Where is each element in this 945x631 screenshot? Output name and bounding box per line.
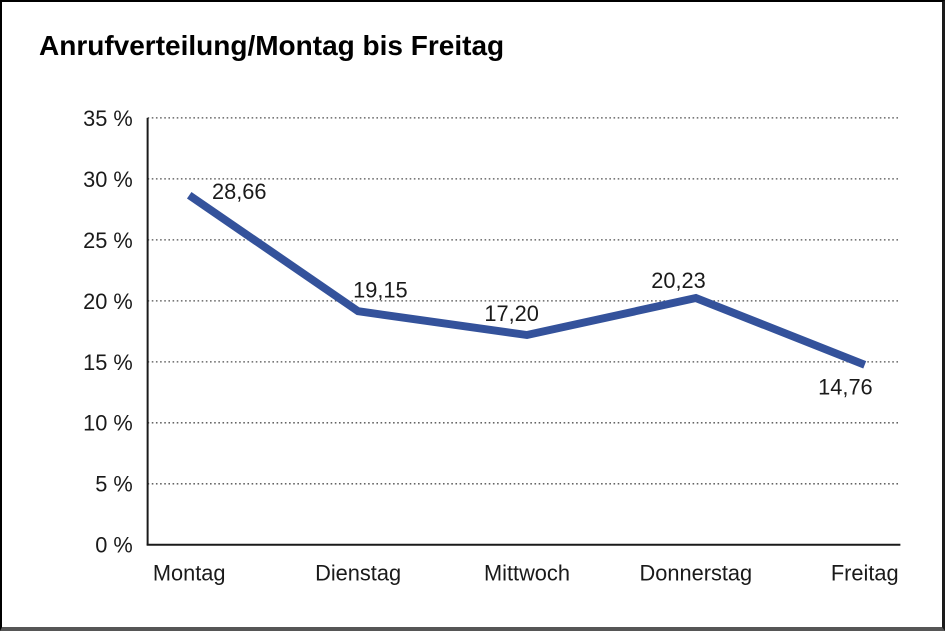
y-axis-label: 30 % xyxy=(83,167,133,192)
data-point-label: 28,66 xyxy=(212,179,267,204)
y-axis-label: 15 % xyxy=(83,350,133,375)
x-axis-label: Montag xyxy=(153,560,226,585)
data-point-label: 17,20 xyxy=(484,301,539,326)
y-axis-label: 25 % xyxy=(83,228,133,253)
series-line xyxy=(186,191,867,369)
data-point-label: 14,76 xyxy=(818,374,873,399)
data-point-label: 20,23 xyxy=(651,268,706,293)
y-axis-label: 10 % xyxy=(83,411,133,436)
x-axis-label: Mittwoch xyxy=(484,560,570,585)
y-axis-label: 35 % xyxy=(83,106,133,131)
x-axis-label: Donnerstag xyxy=(640,560,753,585)
y-axis-label: 0 % xyxy=(95,533,133,558)
x-axis-label: Freitag xyxy=(831,560,899,585)
y-axis-label: 5 % xyxy=(95,472,133,497)
x-axis-label: Dienstag xyxy=(315,560,401,585)
y-axis-label: 20 % xyxy=(83,289,133,314)
chart-title: Anrufverteilung/Montag bis Freitag xyxy=(39,30,505,61)
data-point-label: 19,15 xyxy=(353,277,408,302)
